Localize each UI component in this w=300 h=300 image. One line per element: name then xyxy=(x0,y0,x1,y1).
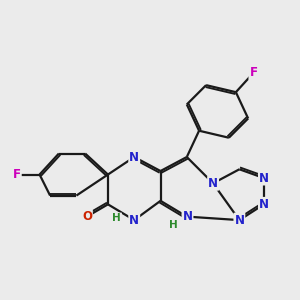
Text: N: N xyxy=(234,214,244,226)
Text: O: O xyxy=(82,210,92,223)
Text: H: H xyxy=(169,220,178,230)
Text: F: F xyxy=(249,66,257,80)
Text: N: N xyxy=(259,198,269,211)
Text: N: N xyxy=(129,214,139,226)
Text: N: N xyxy=(259,172,269,184)
Text: N: N xyxy=(182,210,193,223)
Text: N: N xyxy=(208,177,218,190)
Text: N: N xyxy=(129,151,139,164)
Text: F: F xyxy=(13,168,21,181)
Text: H: H xyxy=(112,213,121,224)
